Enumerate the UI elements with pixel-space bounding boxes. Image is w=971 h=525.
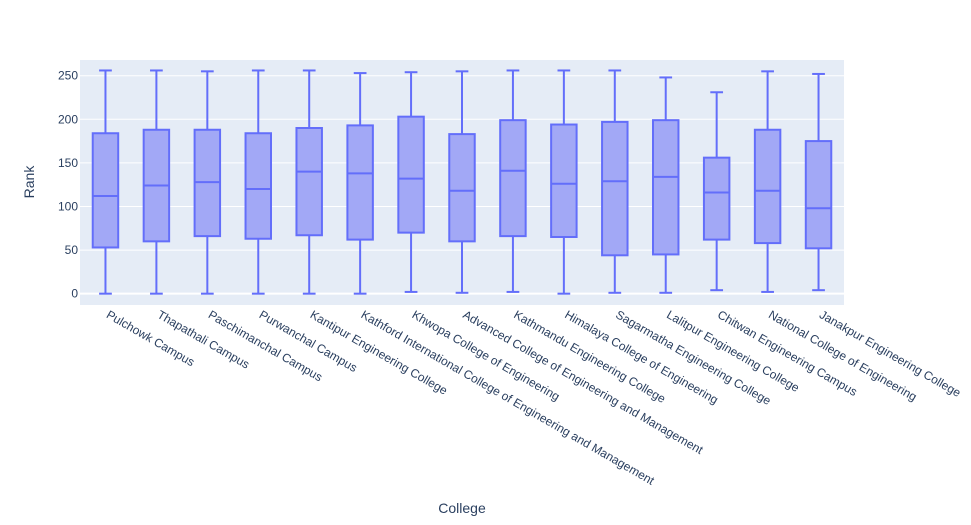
box-1 xyxy=(91,69,120,295)
boxes xyxy=(91,69,833,295)
iqr-box xyxy=(499,119,527,238)
iqr-box xyxy=(652,119,680,256)
iqr-box xyxy=(346,124,374,241)
box-3 xyxy=(193,70,222,295)
box-10 xyxy=(550,69,578,295)
box-9 xyxy=(499,69,527,293)
box-8 xyxy=(448,70,476,294)
iqr-box xyxy=(397,115,425,234)
x-tick-label: Pulchowk Campus xyxy=(104,307,197,369)
y-tick-label: 250 xyxy=(58,69,78,83)
y-tick-labels: 0 50 100 150 200 250 xyxy=(58,69,78,301)
iqr-box xyxy=(91,132,120,249)
y-tick-label: 200 xyxy=(58,112,78,126)
box-6 xyxy=(346,72,374,295)
box-12 xyxy=(652,76,680,294)
y-tick-label: 0 xyxy=(71,287,78,301)
y-axis-title: Rank xyxy=(21,165,37,199)
box-13 xyxy=(702,91,731,292)
iqr-box xyxy=(295,127,323,237)
iqr-box xyxy=(244,132,273,240)
iqr-box xyxy=(448,133,476,243)
x-axis-title: College xyxy=(438,500,486,516)
iqr-box xyxy=(550,123,578,238)
x-tick-label: Thapathali Campus xyxy=(155,307,252,371)
iqr-box xyxy=(804,140,833,250)
box-5 xyxy=(295,69,323,295)
iqr-box xyxy=(753,128,782,245)
box-11 xyxy=(601,69,629,294)
iqr-box xyxy=(601,120,629,257)
y-tick-label: 100 xyxy=(58,199,78,213)
box-7 xyxy=(397,71,425,293)
box-2 xyxy=(142,69,171,295)
box-14 xyxy=(753,70,782,293)
y-tick-label: 150 xyxy=(58,156,78,170)
y-tick-label: 50 xyxy=(65,243,79,257)
box-15 xyxy=(804,72,833,292)
box-4 xyxy=(244,69,273,295)
iqr-box xyxy=(702,156,731,241)
